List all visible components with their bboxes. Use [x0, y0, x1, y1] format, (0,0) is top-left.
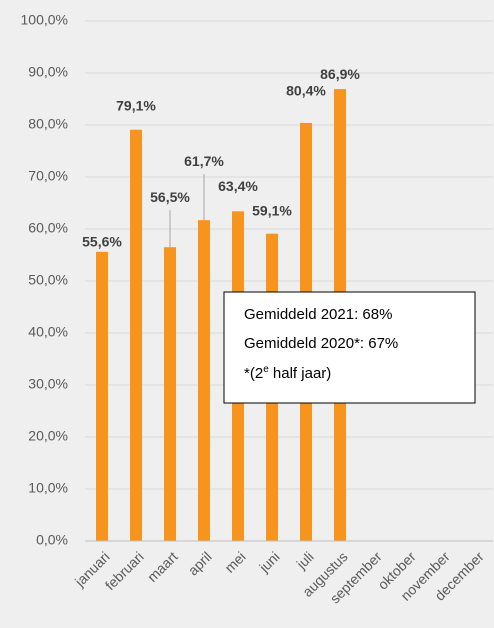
- y-tick-label: 20,0%: [28, 428, 68, 444]
- bar: [96, 251, 108, 541]
- bar: [164, 247, 176, 541]
- y-tick-label: 30,0%: [28, 376, 68, 392]
- y-tick-label: 70,0%: [28, 168, 68, 184]
- note-suffix: half jaar): [269, 365, 332, 382]
- annotation-note: *(2e half jaar): [244, 364, 331, 382]
- bar: [198, 220, 210, 541]
- y-tick-label: 80,0%: [28, 116, 68, 132]
- value-label: 80,4%: [286, 83, 326, 99]
- y-tick-label: 100,0%: [21, 12, 68, 28]
- y-tick-label: 60,0%: [28, 220, 68, 236]
- x-tick-label: juni: [255, 548, 282, 575]
- value-label: 86,9%: [320, 66, 360, 82]
- x-tick-label: maart: [144, 548, 181, 585]
- bar: [130, 129, 142, 541]
- y-tick-label: 0,0%: [36, 532, 68, 548]
- value-label: 63,4%: [218, 178, 258, 194]
- note-prefix: *(2: [244, 365, 263, 382]
- value-label: 79,1%: [116, 97, 156, 113]
- y-tick-label: 10,0%: [28, 480, 68, 496]
- note-sup: e: [263, 364, 269, 375]
- x-tick-label: april: [185, 548, 215, 578]
- x-tick-label: mei: [221, 548, 248, 575]
- y-tick-label: 40,0%: [28, 324, 68, 340]
- value-label: 59,1%: [252, 202, 292, 218]
- value-label: 61,7%: [184, 153, 224, 169]
- annotation-line: Gemiddeld 2021: 68%: [244, 306, 392, 323]
- annotation-box: [223, 291, 476, 404]
- annotation-line: Gemiddeld 2020*: 67%: [244, 335, 398, 352]
- x-tick-label: juli: [293, 548, 317, 572]
- value-label: 55,6%: [82, 234, 122, 250]
- value-label: 56,5%: [150, 189, 190, 205]
- x-tick-label: februari: [102, 548, 147, 593]
- y-tick-label: 90,0%: [28, 64, 68, 80]
- y-tick-label: 50,0%: [28, 272, 68, 288]
